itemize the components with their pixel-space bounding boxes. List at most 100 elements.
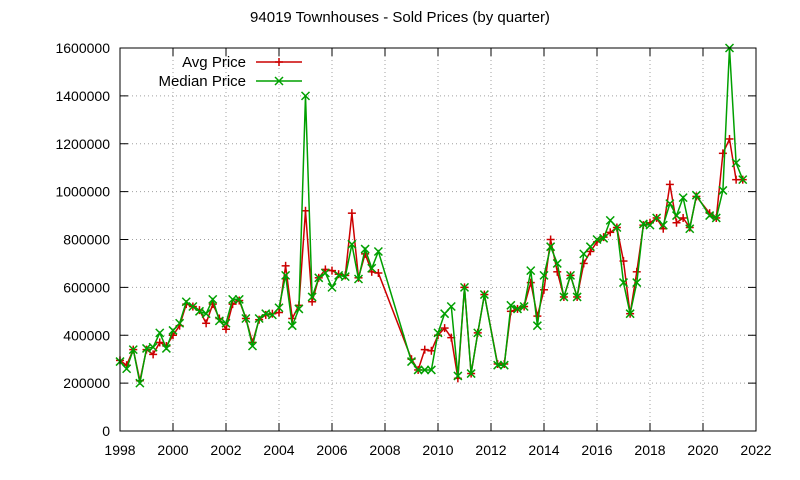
avg-price-point	[222, 325, 230, 334]
avg-price-point	[301, 206, 310, 215]
median-price-point	[671, 211, 682, 221]
marker-stroke	[347, 239, 357, 249]
avg-price-point	[546, 235, 555, 244]
marker-stroke	[585, 242, 595, 252]
avg-price-point	[586, 247, 595, 256]
median-price-point	[711, 213, 721, 223]
marker-stroke	[320, 268, 330, 278]
y-tick-label: 1600000	[55, 40, 110, 56]
median-price-point	[420, 365, 430, 375]
marker-stroke	[440, 309, 450, 319]
series-layer	[115, 43, 748, 388]
legend-label-avg-price: Avg Price	[182, 54, 246, 71]
median-price-point	[691, 190, 701, 200]
marker-stroke	[128, 345, 138, 355]
marker-stroke	[281, 270, 291, 280]
avg-price-line	[119, 136, 743, 381]
marker-stroke	[453, 371, 463, 381]
marker-stroke	[532, 321, 542, 331]
marker-stroke	[493, 360, 503, 370]
marker-stroke	[711, 213, 721, 223]
marker-stroke	[373, 246, 383, 256]
marker-stroke	[685, 224, 695, 234]
x-tick-label: 2004	[263, 442, 294, 458]
median-price-point	[599, 233, 609, 243]
avg-price-point	[632, 267, 641, 276]
x-tick-label: 2002	[210, 442, 241, 458]
median-price-point	[499, 360, 509, 370]
avg-price-point	[679, 213, 688, 222]
median-price-point	[718, 185, 728, 195]
marker-stroke	[208, 294, 218, 304]
median-price-point	[678, 193, 688, 203]
marker-stroke	[738, 175, 748, 185]
x-tick-label: 2010	[422, 442, 453, 458]
marker-stroke	[188, 301, 198, 312]
median-price-point	[267, 310, 277, 320]
marker-stroke	[307, 292, 317, 302]
legend-marker-median-price	[274, 76, 284, 86]
plot-frame	[119, 47, 757, 432]
avg-price-point	[427, 346, 436, 355]
median-price-point	[526, 266, 536, 276]
median-price-point	[155, 328, 165, 338]
marker-stroke	[141, 343, 152, 353]
median-price-point	[473, 328, 483, 338]
marker-stroke	[645, 220, 655, 230]
median-price-point	[327, 282, 337, 292]
median-price-point	[532, 321, 542, 331]
marker-stroke	[519, 301, 529, 312]
median-price-point	[413, 365, 423, 375]
median-price-point	[625, 309, 635, 319]
median-price-point	[135, 378, 145, 388]
marker-stroke	[254, 313, 264, 324]
x-tick-label: 2018	[634, 442, 665, 458]
median-price-point	[493, 360, 503, 370]
avg-price-point	[420, 345, 429, 354]
marker-stroke	[552, 258, 562, 268]
median-price-point	[201, 309, 211, 319]
marker-stroke	[433, 328, 443, 338]
marker-stroke	[360, 244, 370, 254]
median-price-point	[307, 292, 317, 302]
marker-stroke	[287, 321, 297, 331]
median-price-point	[122, 364, 132, 374]
median-price-point	[552, 258, 562, 268]
x-tick-label: 2000	[157, 442, 188, 458]
median-price-point	[612, 223, 622, 233]
median-price-point	[658, 220, 668, 230]
median-price-point	[148, 342, 158, 352]
marker-stroke	[671, 211, 682, 221]
median-price-point	[274, 303, 284, 313]
median-price-point	[585, 242, 595, 252]
marker-stroke	[565, 270, 576, 280]
median-price-point	[181, 297, 191, 307]
median-price-point	[453, 371, 463, 381]
marker-stroke	[526, 266, 536, 276]
median-price-point	[241, 313, 251, 324]
marker-stroke	[473, 328, 483, 338]
marker-stroke	[506, 300, 516, 310]
marker-stroke	[122, 364, 132, 374]
marker-stroke	[618, 278, 629, 288]
median-price-point	[340, 272, 350, 282]
median-price-point	[605, 215, 615, 225]
avg-price-point	[155, 338, 164, 347]
median-price-point	[128, 345, 138, 355]
marker-stroke	[466, 369, 476, 379]
median-price-point	[559, 292, 569, 302]
avg-price-point	[308, 297, 317, 306]
marker-stroke	[599, 233, 609, 243]
marker-stroke	[579, 249, 589, 259]
marker-stroke	[413, 365, 423, 375]
median-price-point	[665, 199, 675, 209]
median-price-point	[446, 301, 456, 312]
x-tick-label: 2012	[475, 442, 506, 458]
median-price-line	[119, 47, 744, 384]
median-price-point	[426, 365, 436, 375]
y-tick-label: 600000	[63, 279, 110, 295]
marker-stroke	[512, 304, 523, 314]
marker-stroke	[678, 193, 688, 203]
marker-stroke	[625, 309, 635, 319]
